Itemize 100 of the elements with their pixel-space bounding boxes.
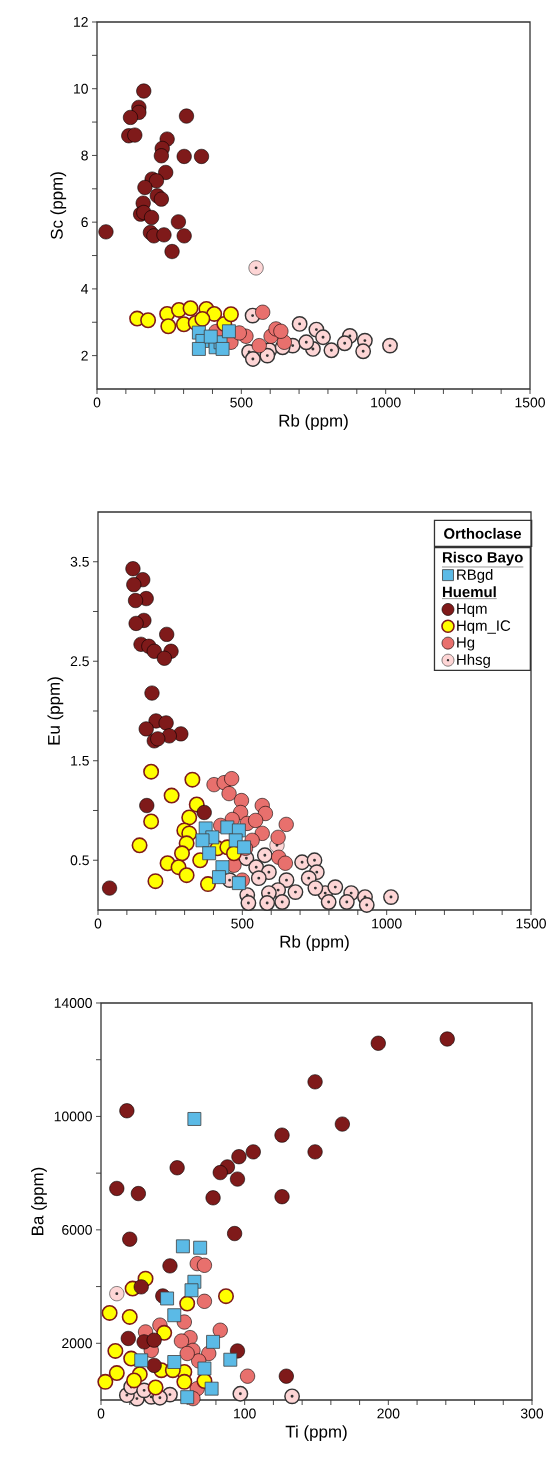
y-tick-label: 3.5 [70,556,89,567]
x-axis-title: Ti (ppm) [285,1425,347,1442]
y-tick-label: 4 [81,284,89,294]
x-tick-label: 500 [230,397,253,408]
x-tick-label: 1000 [372,918,402,929]
point [119,1103,135,1119]
point [128,593,144,609]
y-axis-title: Ba (ppm) [31,1167,47,1235]
point [109,1286,125,1302]
point [323,342,340,359]
point [192,342,206,356]
point [222,306,239,323]
point [146,1357,162,1373]
point [176,228,192,244]
point [138,721,154,737]
point [156,227,172,243]
point [180,1390,195,1405]
point [355,343,372,360]
x-tick-label: 1500 [515,397,545,408]
point [248,812,264,828]
point [327,879,344,896]
point [240,895,257,911]
legend-label: Hg [457,637,475,651]
point [231,1149,247,1165]
point [277,855,293,871]
x-tick-label: 0 [93,397,101,408]
point [126,1372,143,1389]
point [256,847,273,864]
y-tick-label: 2000 [62,1338,92,1349]
point [175,1239,190,1254]
point [167,1308,182,1323]
point [178,867,195,884]
point [334,1116,350,1132]
point [147,873,164,890]
x-tick-label: 500 [231,918,254,929]
point [338,894,355,910]
point [217,1288,234,1305]
point [195,833,210,848]
point [307,1074,323,1090]
point [227,1226,243,1242]
point [255,304,271,320]
point [196,1257,212,1273]
point [250,870,267,887]
y-tick-label: 1.5 [71,755,89,766]
x-tick-label: 1000 [371,397,401,408]
point [127,127,143,143]
point [140,312,157,329]
point [278,816,294,832]
point [222,324,236,339]
point [130,1186,146,1202]
point [128,615,144,631]
point [182,300,199,317]
y-tick-label: 14000 [54,998,92,1008]
x-tick-label: 0 [94,918,102,929]
legend-label: RBgd [457,568,493,583]
point [159,626,175,642]
legend-label: Hhsg [457,654,490,668]
point [274,1189,290,1205]
point [383,889,399,905]
point [212,870,226,885]
point [196,804,212,820]
point [194,310,211,327]
point [294,854,311,871]
point [176,1314,192,1330]
point [153,148,169,164]
y-tick-label: 6000 [62,1224,92,1235]
point [278,1368,294,1384]
point [146,1332,162,1348]
point [176,1373,193,1390]
point [102,880,118,896]
point [181,809,198,826]
y-tick-label: 2 [81,350,88,361]
point [259,895,276,911]
point [278,872,295,889]
point [98,224,114,240]
legend-label: Hqm [457,603,487,617]
annotation: Risco Bayo [442,551,523,566]
point [382,337,398,354]
point [184,1283,199,1298]
point [163,787,180,804]
point [101,1304,118,1321]
point [270,829,286,845]
point [307,1144,323,1160]
point [248,260,264,276]
x-tick-label: 200 [377,1408,400,1419]
point [274,894,291,910]
point [153,191,169,207]
point [212,1322,228,1338]
point [156,650,172,666]
point [273,323,289,339]
x-tick-label: 300 [520,1408,544,1419]
legend-title: Orthoclase [444,527,522,539]
point [179,1295,196,1312]
point [176,148,192,164]
point [320,894,337,910]
point [202,846,217,861]
y-tick-label: 12 [74,17,88,27]
x-axis-title: Rb (ppm) [279,414,348,431]
point [139,798,155,814]
point [439,1031,455,1047]
